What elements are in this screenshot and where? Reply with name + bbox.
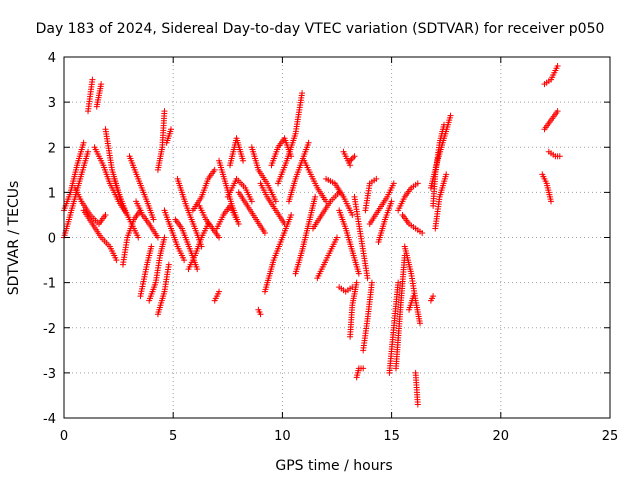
data-point <box>350 154 357 161</box>
data-point <box>312 193 319 200</box>
data-point <box>390 180 397 187</box>
data-point <box>257 311 264 318</box>
data-points <box>61 63 563 408</box>
data-point <box>240 157 247 164</box>
chart-title: Day 183 of 2024, Sidereal Day-to-day VTE… <box>36 21 605 37</box>
x-tick-label: 5 <box>169 429 177 444</box>
data-point <box>305 139 312 146</box>
y-tick-label: 3 <box>48 96 56 111</box>
data-point <box>443 171 450 178</box>
data-point <box>233 216 240 223</box>
x-tick-label: 15 <box>383 429 400 444</box>
data-point <box>216 234 223 241</box>
x-tick-label: 0 <box>60 429 68 444</box>
data-point <box>211 166 218 173</box>
data-point <box>388 198 395 205</box>
data-point <box>135 234 142 241</box>
data-point <box>168 126 175 133</box>
data-point <box>353 279 360 286</box>
data-point <box>161 234 168 241</box>
data-point <box>288 211 295 218</box>
data-point <box>85 148 92 155</box>
x-tick-label: 10 <box>274 429 291 444</box>
y-axis-label: SDTVAR / TECUs <box>6 181 22 296</box>
data-point <box>355 270 362 277</box>
data-point <box>80 139 87 146</box>
data-point <box>554 63 561 70</box>
data-point <box>194 266 201 273</box>
y-tick-label: 4 <box>48 51 56 66</box>
data-point <box>416 320 423 327</box>
data-point <box>447 112 454 119</box>
data-point <box>360 365 367 372</box>
data-point <box>556 153 563 160</box>
data-point <box>181 257 188 264</box>
data-point <box>154 234 161 241</box>
data-point <box>410 293 417 300</box>
data-point <box>364 275 371 282</box>
data-point <box>161 108 168 115</box>
y-tick-label: -3 <box>43 367 56 382</box>
data-point <box>261 229 268 236</box>
data-point <box>414 180 421 187</box>
data-point <box>349 211 356 218</box>
data-point <box>165 261 172 268</box>
data-point <box>113 257 120 264</box>
x-axis-ticks: 0 5 10 15 20 25 <box>60 57 618 444</box>
y-tick-label: 1 <box>48 186 56 201</box>
x-axis-label: GPS time / hours <box>275 458 392 474</box>
data-point <box>368 279 375 286</box>
data-point <box>414 401 421 408</box>
y-axis-ticks: 4 3 2 1 0 -1 -2 -3 -4 <box>43 51 610 427</box>
data-point <box>235 220 242 227</box>
data-point <box>299 90 306 97</box>
x-tick-label: 20 <box>493 429 510 444</box>
data-point <box>548 198 555 205</box>
data-point <box>395 279 402 286</box>
x-tick-label: 25 <box>602 429 619 444</box>
data-point <box>419 229 426 236</box>
data-point <box>373 175 380 182</box>
data-point <box>89 76 96 83</box>
data-point <box>554 108 561 115</box>
data-point <box>148 243 155 250</box>
data-point <box>150 216 157 223</box>
y-tick-label: -4 <box>43 412 56 427</box>
y-tick-label: 0 <box>48 232 56 247</box>
data-point <box>216 288 223 295</box>
y-tick-label: -2 <box>43 322 56 337</box>
y-tick-label: -1 <box>43 277 56 292</box>
data-point <box>334 234 340 241</box>
data-point <box>272 198 279 205</box>
data-point <box>98 81 105 88</box>
data-point <box>430 293 437 300</box>
data-point <box>248 198 255 205</box>
y-tick-label: 2 <box>48 141 56 156</box>
data-point <box>351 153 358 160</box>
data-point <box>102 211 109 218</box>
